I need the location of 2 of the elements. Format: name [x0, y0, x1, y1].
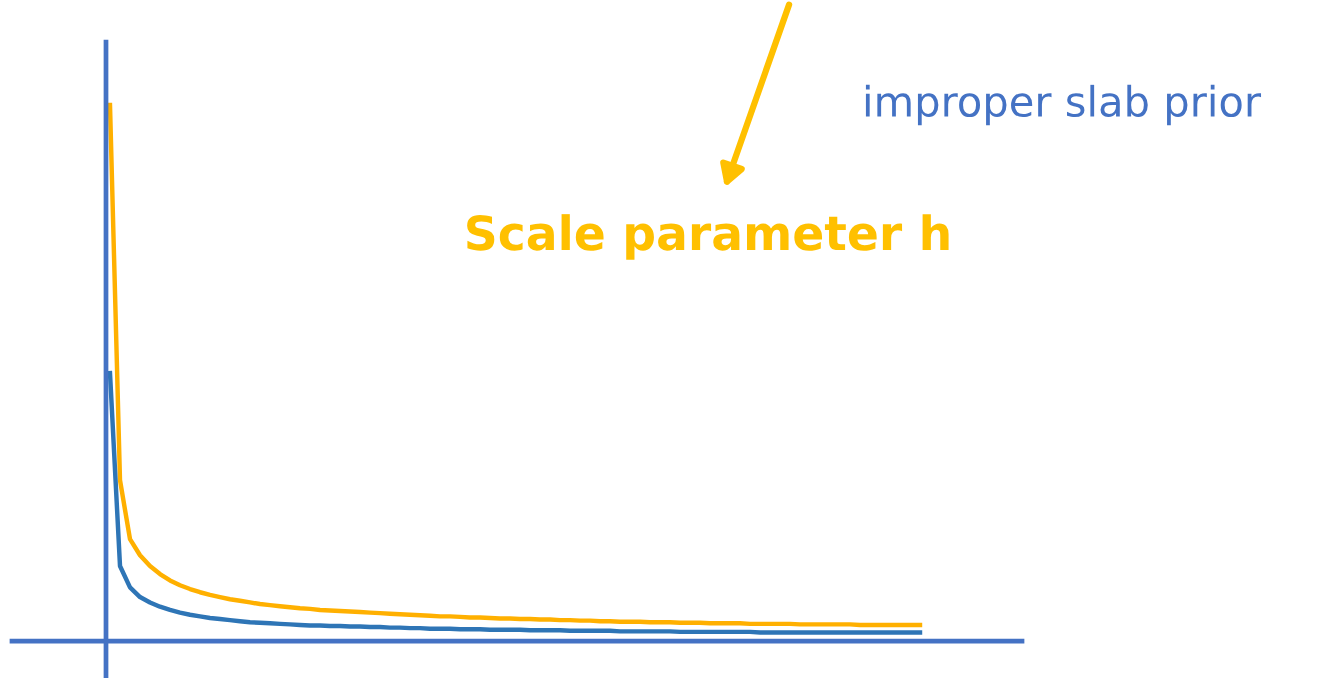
annotation: Scale parameter h — [467, 214, 949, 260]
annotation: improper slab prior — [865, 84, 1262, 126]
